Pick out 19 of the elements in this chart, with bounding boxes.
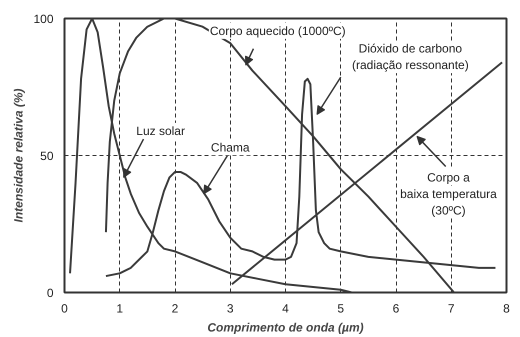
x-tick-label: 2 (172, 302, 179, 316)
x-tick-label: 4 (282, 302, 290, 316)
y-tick-label: 0 (46, 286, 54, 300)
annotation: Dióxido de carbono (radiação ressonante) (352, 42, 469, 72)
annotation: Luz solar (136, 124, 185, 138)
y-axis-title: Intensidade relativa (%) (11, 88, 26, 223)
y-tick-label: 50 (40, 149, 54, 163)
y-tick-label: 100 (33, 12, 54, 26)
x-tick-label: 6 (392, 302, 400, 316)
x-tick-label: 1 (116, 302, 124, 316)
x-tick-label: 8 (503, 302, 510, 316)
annotation: Corpo a baixa temperatura (30ºC) (400, 170, 498, 218)
x-tick-label: 7 (448, 302, 455, 316)
annotation: Corpo aquecido (1000ºC) (210, 24, 346, 38)
x-tick-label: 5 (337, 302, 344, 316)
annotation: Chama (210, 140, 250, 154)
x-tick-label: 3 (226, 302, 234, 316)
x-axis-title: Comprimento de onda (µm) (207, 320, 364, 334)
x-tick-label: 0 (61, 302, 68, 316)
